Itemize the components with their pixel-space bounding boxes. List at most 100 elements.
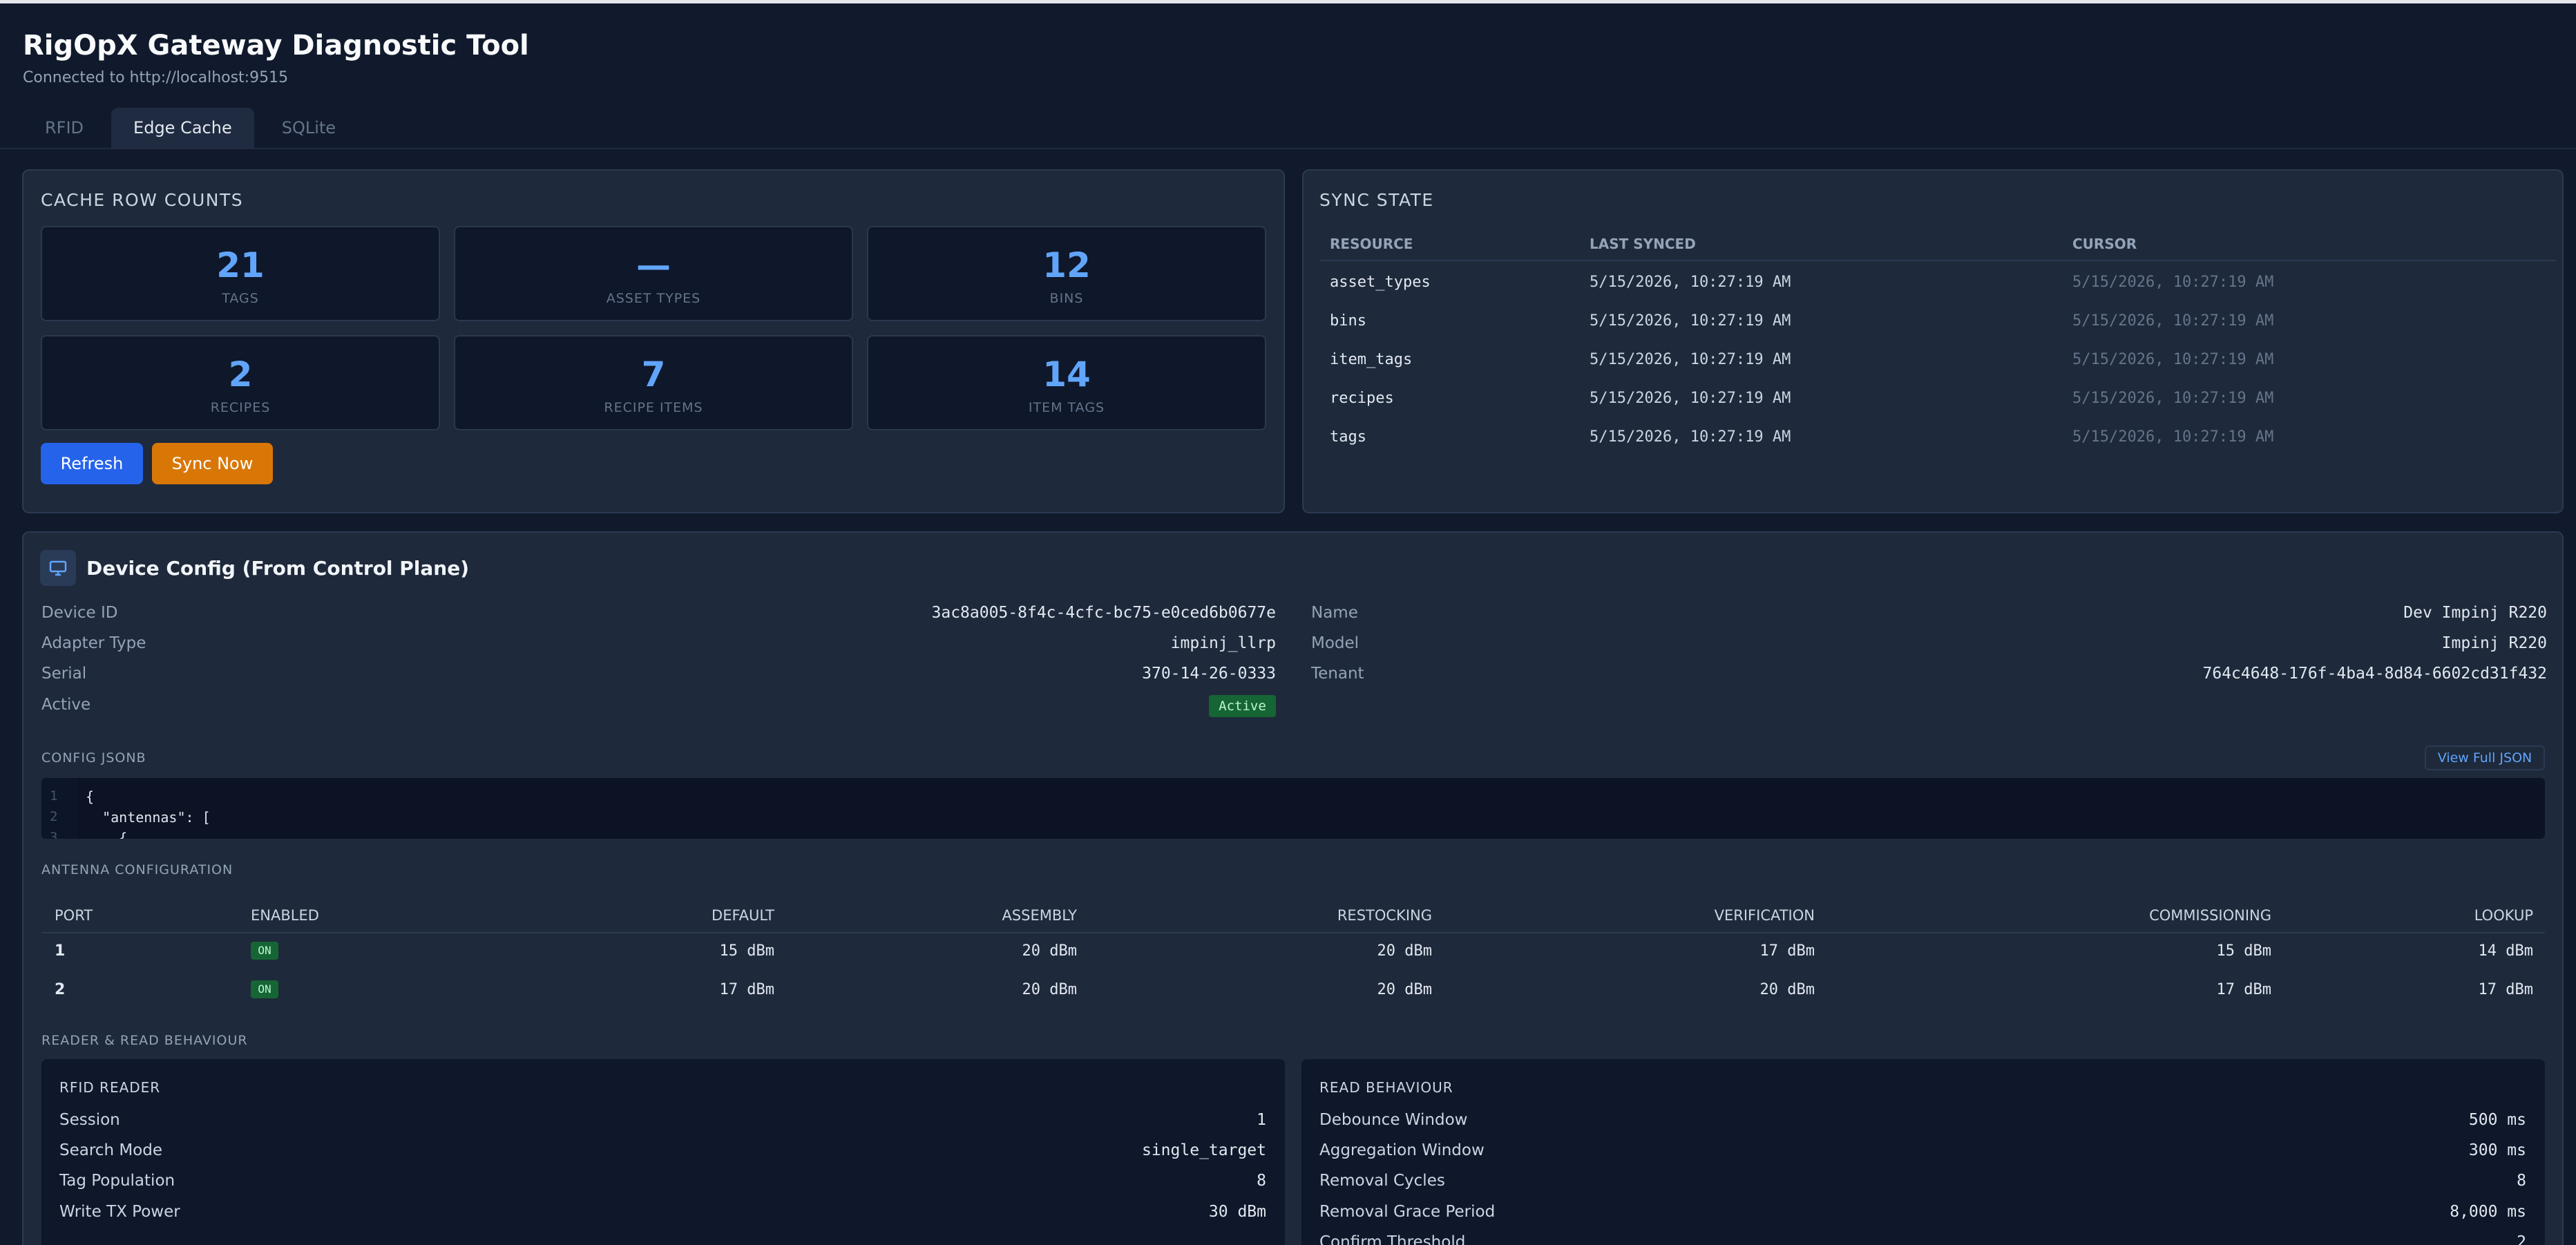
- tag-population-label: Tag Population: [59, 1172, 175, 1190]
- tile-value: —: [636, 245, 671, 285]
- sync-state-heading: SYNC STATE: [1319, 190, 1434, 210]
- col-verification: VERIFICATION: [1714, 907, 1815, 924]
- enabled-badge: ON: [251, 942, 278, 960]
- device-id-label: Device ID: [41, 604, 118, 622]
- removal-grace-period-value: 8,000 ms: [2450, 1203, 2526, 1221]
- adapter-type-value: impinj_llrp: [1170, 634, 1276, 652]
- session-label: Session: [59, 1111, 120, 1129]
- col-default: DEFAULT: [712, 907, 774, 924]
- active-label: Active: [41, 696, 91, 714]
- refresh-button[interactable]: Refresh: [41, 443, 143, 484]
- col-enabled: ENABLED: [251, 907, 319, 924]
- resource-name: tags: [1330, 428, 1366, 446]
- lookup-power: 14 dBm: [2478, 942, 2533, 960]
- antenna-port: 2: [55, 981, 66, 998]
- col-resource: RESOURCE: [1330, 236, 1413, 252]
- write-tx-power-value: 30 dBm: [1208, 1203, 1266, 1221]
- code-line: "antennas": [: [86, 809, 211, 826]
- resource-name: bins: [1330, 312, 1366, 330]
- verification-power: 17 dBm: [1759, 942, 1815, 960]
- lookup-power: 17 dBm: [2478, 981, 2533, 998]
- tab-rfid[interactable]: RFID: [45, 118, 84, 137]
- debounce-window-label: Debounce Window: [1319, 1111, 1468, 1129]
- verification-power: 20 dBm: [1759, 981, 1815, 998]
- resource-name: item_tags: [1330, 351, 1413, 368]
- table-row: recipes 5/15/2026, 10:27:19 AM 5/15/2026…: [1330, 390, 2553, 428]
- config-json-preview[interactable]: 1 { 2 "antennas": [ 3 {: [41, 778, 2545, 839]
- app-title: RigOpX Gateway Diagnostic Tool: [23, 30, 529, 61]
- line-number-gutter: [41, 778, 77, 839]
- table-row: tags 5/15/2026, 10:27:19 AM 5/15/2026, 1…: [1330, 428, 2553, 467]
- tile-label: RECIPES: [210, 400, 271, 415]
- last-synced: 5/15/2026, 10:27:19 AM: [1590, 390, 1791, 407]
- connection-status: Connected to http://localhost:9515: [23, 69, 289, 86]
- default-power: 17 dBm: [719, 981, 774, 998]
- read-behaviour-heading: READ BEHAVIOUR: [1319, 1079, 1453, 1096]
- sync-now-button[interactable]: Sync Now: [152, 443, 273, 484]
- tile-label: ITEM TAGS: [1028, 400, 1105, 415]
- last-synced: 5/15/2026, 10:27:19 AM: [1590, 312, 1791, 330]
- model-value: Impinj R220: [2441, 634, 2547, 652]
- enabled-badge: ON: [251, 980, 278, 998]
- confirm-threshold-value: 2: [2517, 1233, 2526, 1245]
- tile-tags: 21 TAGS: [41, 226, 440, 321]
- tile-value: 12: [1042, 245, 1091, 285]
- table-header-divider: [41, 932, 2545, 933]
- name-value: Dev Impinj R220: [2403, 604, 2547, 622]
- tile-label: BINS: [1049, 291, 1084, 306]
- antenna-port: 1: [55, 942, 66, 960]
- tile-value: 21: [216, 245, 265, 285]
- cursor: 5/15/2026, 10:27:19 AM: [2072, 312, 2274, 330]
- tile-value: 2: [228, 354, 253, 395]
- tenant-value: 764c4648-176f-4ba4-8d84-6602cd31f432: [2202, 665, 2548, 683]
- debounce-window-value: 500 ms: [2468, 1111, 2526, 1129]
- write-tx-power-label: Write TX Power: [59, 1203, 180, 1221]
- search-mode-label: Search Mode: [59, 1141, 162, 1159]
- aggregation-window-label: Aggregation Window: [1319, 1141, 1485, 1159]
- tab-edge-cache[interactable]: Edge Cache: [111, 108, 254, 148]
- table-row: bins 5/15/2026, 10:27:19 AM 5/15/2026, 1…: [1330, 312, 2553, 351]
- name-label: Name: [1311, 604, 1358, 622]
- removal-cycles-value: 8: [2517, 1172, 2526, 1190]
- col-assembly: ASSEMBLY: [1002, 907, 1077, 924]
- tag-population-value: 8: [1257, 1172, 1266, 1190]
- restocking-power: 20 dBm: [1377, 942, 1432, 960]
- tile-label: RECIPE ITEMS: [604, 400, 703, 415]
- line-number: 1: [50, 788, 58, 804]
- commissioning-power: 17 dBm: [2216, 981, 2271, 998]
- removal-grace-period-label: Removal Grace Period: [1319, 1203, 1496, 1221]
- tile-bins: 12 BINS: [867, 226, 1266, 321]
- tab-bar: RFID Edge Cache SQLite: [23, 108, 358, 148]
- tile-recipes: 2 RECIPES: [41, 335, 440, 430]
- adapter-type-label: Adapter Type: [41, 634, 146, 652]
- table-row: asset_types 5/15/2026, 10:27:19 AM 5/15/…: [1330, 274, 2553, 312]
- reader-behaviour-heading: READER & READ BEHAVIOUR: [41, 1033, 248, 1048]
- line-number: 3: [50, 830, 58, 839]
- tab-sqlite[interactable]: SQLite: [281, 118, 336, 137]
- config-jsonb-heading: CONFIG JSONB: [41, 750, 146, 766]
- view-full-json-button[interactable]: View Full JSON: [2425, 745, 2545, 770]
- monitor-icon: [40, 550, 76, 586]
- line-number: 2: [50, 809, 58, 824]
- session-value: 1: [1257, 1111, 1266, 1129]
- serial-value: 370-14-26-0333: [1142, 665, 1276, 683]
- code-line: {: [86, 830, 128, 839]
- cursor: 5/15/2026, 10:27:19 AM: [2072, 390, 2274, 407]
- rfid-reader-heading: RFID READER: [59, 1079, 161, 1096]
- search-mode-value: single_target: [1141, 1141, 1266, 1159]
- device-config-title: Device Config (From Control Plane): [86, 557, 470, 580]
- tile-label: TAGS: [222, 291, 259, 306]
- cache-row-counts-heading: CACHE ROW COUNTS: [41, 190, 244, 210]
- tile-asset-types: — ASSET TYPES: [454, 226, 853, 321]
- read-behaviour-box: [1301, 1059, 2545, 1245]
- resource-name: asset_types: [1330, 274, 1431, 291]
- assembly-power: 20 dBm: [1022, 942, 1077, 960]
- tile-item-tags: 14 ITEM TAGS: [867, 335, 1266, 430]
- tab-divider: [0, 148, 2576, 149]
- tile-recipe-items: 7 RECIPE ITEMS: [454, 335, 853, 430]
- removal-cycles-label: Removal Cycles: [1319, 1172, 1445, 1190]
- aggregation-window-value: 300 ms: [2468, 1141, 2526, 1159]
- tile-value: 14: [1042, 354, 1091, 395]
- cursor: 5/15/2026, 10:27:19 AM: [2072, 274, 2274, 291]
- last-synced: 5/15/2026, 10:27:19 AM: [1590, 428, 1791, 446]
